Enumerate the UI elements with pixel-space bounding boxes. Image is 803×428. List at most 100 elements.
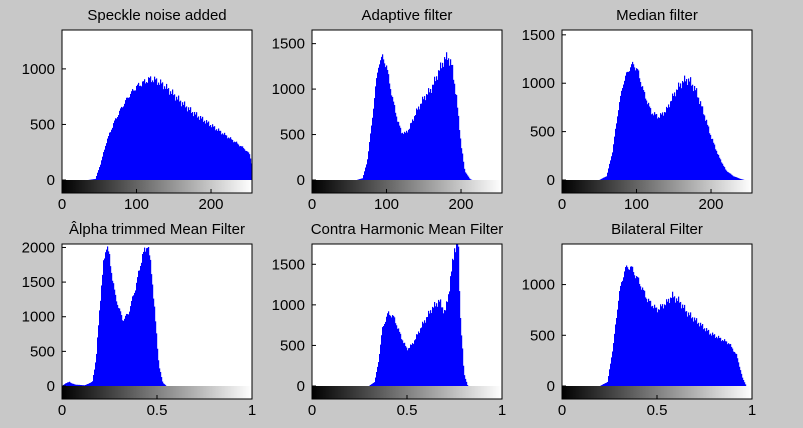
histogram-bar — [187, 111, 189, 180]
histogram-bar — [245, 150, 247, 180]
histogram-bar — [626, 265, 628, 386]
histogram-bar — [731, 346, 733, 386]
histogram-bar — [728, 343, 730, 386]
histogram-bar — [398, 328, 400, 386]
histogram-bar — [614, 136, 616, 180]
histogram-bar — [122, 320, 124, 386]
histogram-bar — [92, 179, 94, 180]
histogram-bar — [623, 277, 625, 386]
histogram-bar — [88, 383, 90, 386]
histogram-bar — [660, 304, 662, 386]
histogram-bar — [632, 61, 634, 180]
histogram-bar — [620, 285, 622, 386]
histogram-bar — [150, 259, 152, 386]
histogram-bar — [151, 82, 153, 180]
histogram-bar — [381, 56, 383, 180]
histogram-bar — [710, 333, 712, 386]
histogram-bar — [644, 91, 646, 180]
y-tick-label: 2000 — [22, 239, 55, 256]
histogram-bar — [680, 83, 682, 180]
histogram-bar — [191, 113, 193, 180]
chart-title: Median filter — [616, 7, 698, 24]
histogram-bar — [394, 105, 396, 180]
histogram-bar — [663, 115, 665, 180]
histogram-bar — [128, 314, 130, 386]
histogram-bar — [659, 117, 661, 180]
histogram-bar — [731, 174, 733, 180]
histogram-bar — [219, 130, 221, 180]
histogram-bar — [422, 321, 424, 386]
histogram-bar — [126, 313, 128, 386]
histogram-bar — [440, 62, 442, 180]
histogram-bar — [239, 146, 241, 180]
histogram-bar — [695, 90, 697, 180]
histogram-bar — [139, 86, 141, 180]
histogram-bar — [389, 83, 391, 180]
histogram-bar — [651, 306, 653, 386]
histogram-bar — [738, 178, 740, 180]
x-tick-label: 1 — [748, 402, 756, 419]
histogram-bar — [738, 362, 740, 386]
histogram-bar — [441, 307, 443, 386]
histogram-bar — [453, 79, 455, 180]
histogram-bar — [197, 117, 199, 180]
histogram-bar — [119, 308, 121, 386]
histogram-bar — [642, 86, 644, 180]
histogram-bar — [453, 260, 455, 386]
histogram-bar — [629, 71, 631, 180]
histogram-bar — [199, 119, 201, 180]
histogram-bar — [638, 277, 640, 386]
histogram-bar — [608, 376, 610, 386]
histogram-bar — [179, 101, 181, 180]
histogram-bar — [716, 336, 718, 386]
histogram-bar — [700, 322, 702, 386]
histogram-bar — [87, 384, 89, 386]
histogram-bars — [599, 61, 746, 180]
histogram-bar — [103, 260, 105, 386]
histogram-bar — [636, 68, 638, 180]
histogram-bar — [183, 104, 185, 180]
histogram-bar — [639, 283, 641, 386]
histogram-bar — [105, 145, 107, 180]
histogram-bar — [226, 135, 228, 180]
histogram-bar — [111, 129, 113, 180]
histogram-bar — [717, 338, 719, 386]
histogram-bar — [685, 311, 687, 386]
histogram-bar — [464, 375, 466, 386]
histogram-bar — [99, 310, 101, 386]
histogram-bar — [89, 383, 91, 386]
histogram-bar — [612, 351, 614, 386]
histogram-bar — [740, 370, 742, 386]
histogram-bar — [698, 97, 700, 180]
histogram-bar — [707, 330, 709, 386]
histogram-bar — [206, 120, 208, 180]
histogram-bar — [246, 150, 248, 180]
y-tick-label: 1500 — [22, 274, 55, 291]
histogram-bar — [109, 132, 111, 180]
histogram-bar — [404, 131, 406, 180]
histogram-panel: 0 500 1000 0 0.5 1 Bilateral Filter — [522, 221, 757, 419]
histogram-bar — [448, 294, 450, 386]
histogram-bar — [710, 134, 712, 180]
histogram-bar — [429, 313, 431, 386]
histogram-bar — [362, 178, 364, 180]
histogram-bar — [192, 112, 194, 180]
histogram-bar — [102, 156, 104, 180]
histogram-bar — [729, 173, 731, 180]
histogram-bar — [379, 353, 381, 386]
histogram-bar — [601, 178, 603, 180]
histogram-bar — [672, 93, 674, 180]
histogram-bar — [691, 85, 693, 180]
histogram-bar — [71, 383, 73, 386]
histogram-bar — [609, 163, 611, 180]
histogram-bar — [201, 118, 203, 180]
histogram-bar — [153, 298, 155, 386]
histogram-bar — [165, 88, 167, 180]
histogram-bar — [686, 311, 688, 386]
histogram-bar — [70, 382, 72, 386]
histogram-bar — [650, 300, 652, 386]
y-tick-label: 1500 — [272, 36, 305, 53]
histogram-bar — [432, 306, 434, 386]
histogram-bar — [378, 67, 380, 180]
